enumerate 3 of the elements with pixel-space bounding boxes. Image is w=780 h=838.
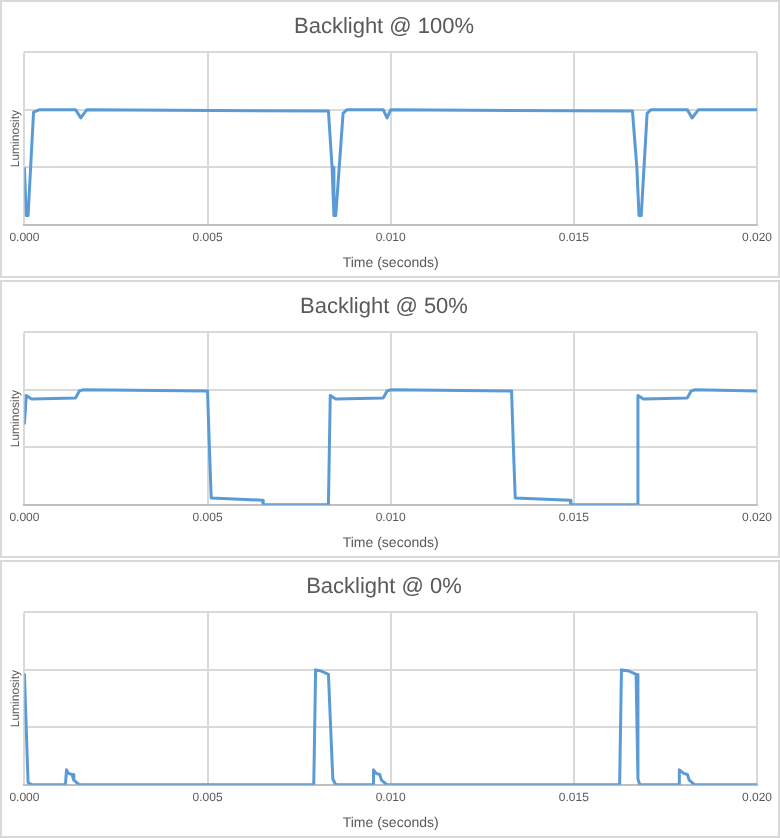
chart-title: Backlight @ 50%	[300, 295, 469, 320]
chart-title: Backlight @ 100%	[293, 15, 475, 40]
chart-title: Backlight @ 0%	[306, 575, 463, 600]
